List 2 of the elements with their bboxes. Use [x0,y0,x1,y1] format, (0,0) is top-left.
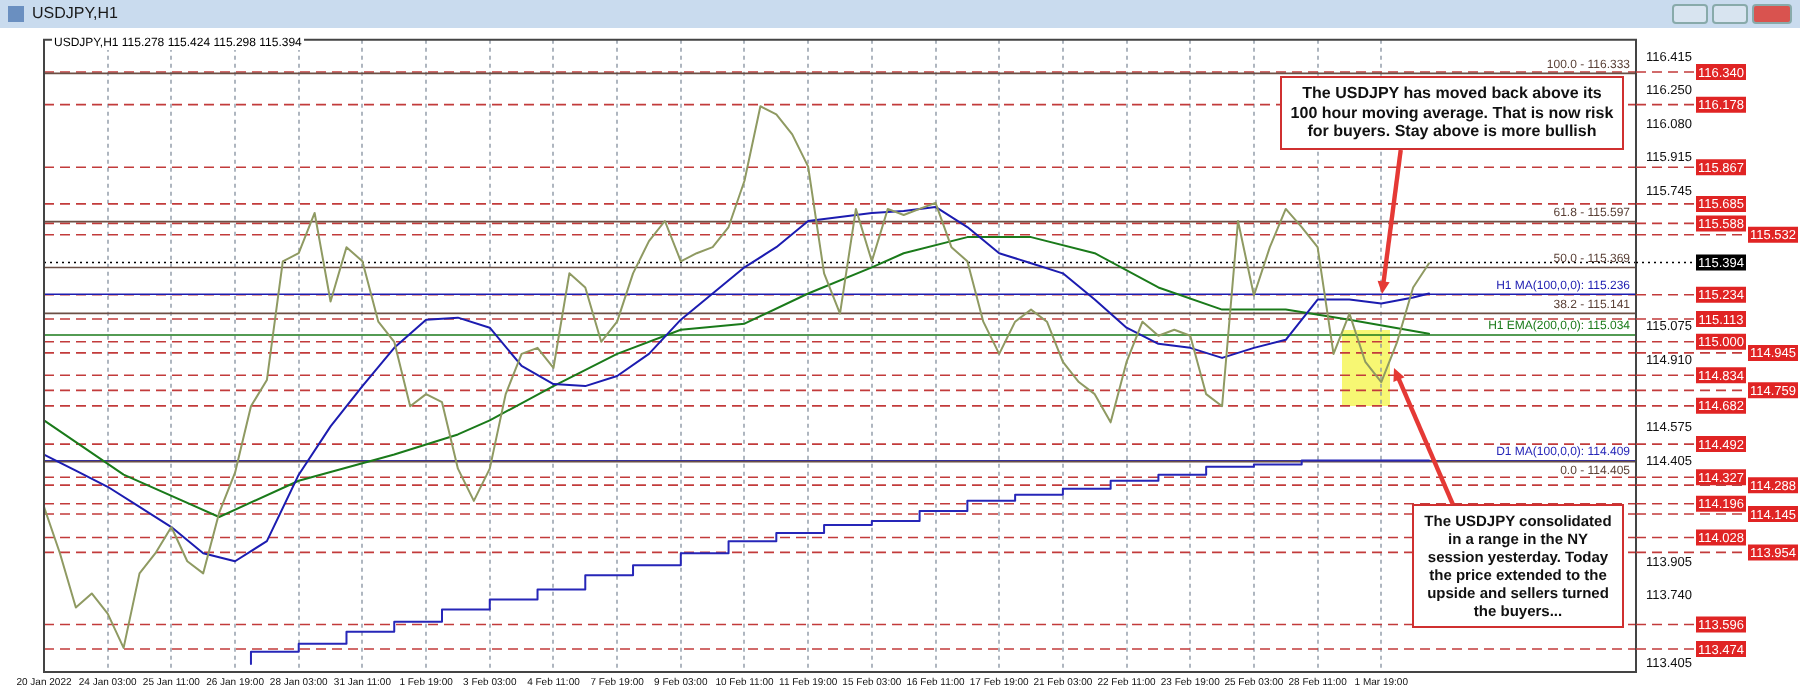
annotation: The USDJPY has moved back above its 100 hour moving average. That is now risk for buyers. Stay above is more bullish [1280,76,1624,150]
chart-title: USDJPY,H1 [32,4,118,22]
